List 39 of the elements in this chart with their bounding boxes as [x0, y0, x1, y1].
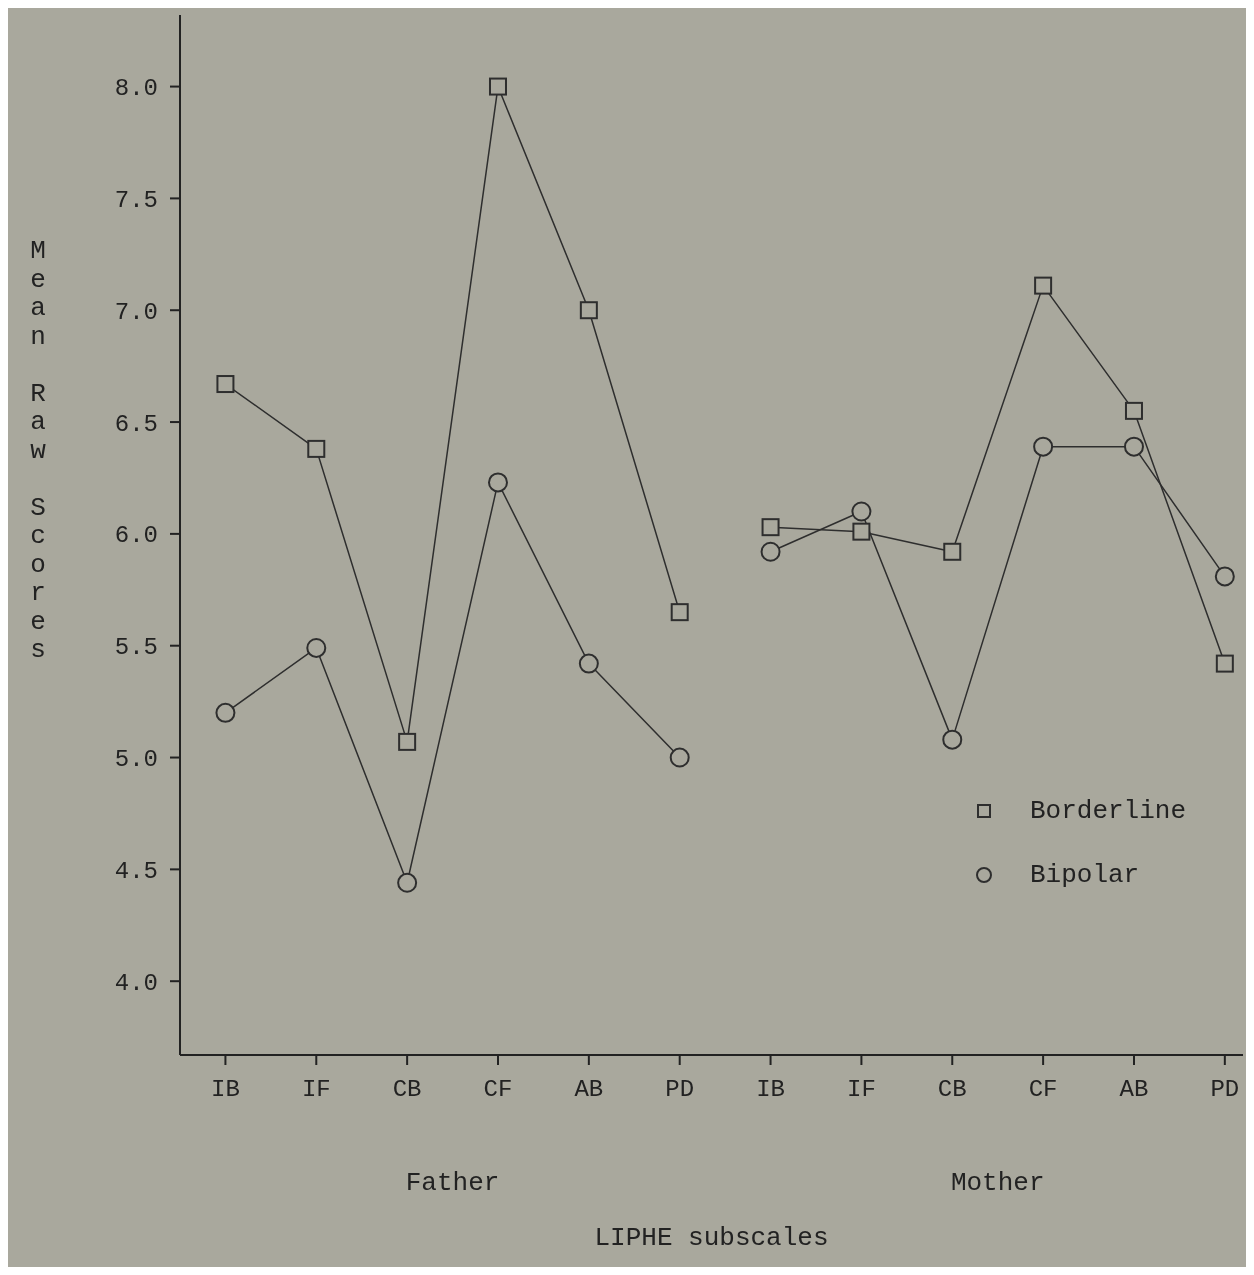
- point: [307, 439, 326, 458]
- x-axis-title: LIPHE subscales: [593, 1223, 830, 1253]
- text: Father: [404, 1168, 501, 1198]
- point: [669, 747, 690, 768]
- x-tick-label: IF: [301, 1076, 331, 1104]
- legend-label: Bipolar: [1029, 860, 1140, 890]
- x-tick-label: CB: [937, 1076, 967, 1104]
- text: Mother: [949, 1168, 1046, 1198]
- y-tick-label: 6.0: [114, 522, 158, 550]
- y-tick-label: 7.0: [114, 298, 158, 326]
- point: [579, 301, 598, 320]
- y-tick-label: 7.5: [114, 186, 158, 214]
- point: [398, 732, 417, 751]
- y-tick-label: 8.0: [114, 75, 158, 103]
- y-tick-label: 5.5: [114, 634, 158, 662]
- x-tick-label: IB: [211, 1076, 240, 1104]
- x-tick-label: PD: [665, 1076, 695, 1104]
- y-tick-label: 4.5: [114, 857, 158, 885]
- text: Mean Raw Scores: [30, 236, 46, 665]
- point: [487, 472, 508, 493]
- point: [306, 637, 327, 658]
- y-tick-label: 5.0: [114, 746, 158, 774]
- point: [488, 77, 507, 96]
- x-tick-label: AB: [574, 1076, 604, 1104]
- point: [670, 603, 689, 622]
- legend-label: Borderline: [1029, 796, 1186, 826]
- point: [215, 702, 236, 723]
- x-tick-label: CF: [1028, 1076, 1058, 1104]
- point: [216, 375, 235, 394]
- x-tick-label: PD: [1210, 1076, 1240, 1104]
- x-tick-label: IB: [756, 1076, 785, 1104]
- point: [578, 653, 599, 674]
- x-tick-label: IF: [847, 1076, 876, 1104]
- x-tick-label: CB: [392, 1076, 422, 1104]
- x-tick-label: CF: [483, 1076, 513, 1104]
- point: [397, 872, 418, 893]
- y-tick-label: 6.5: [114, 410, 158, 438]
- y-tick-label: 4.0: [114, 969, 158, 997]
- x-tick-label: AB: [1119, 1076, 1149, 1104]
